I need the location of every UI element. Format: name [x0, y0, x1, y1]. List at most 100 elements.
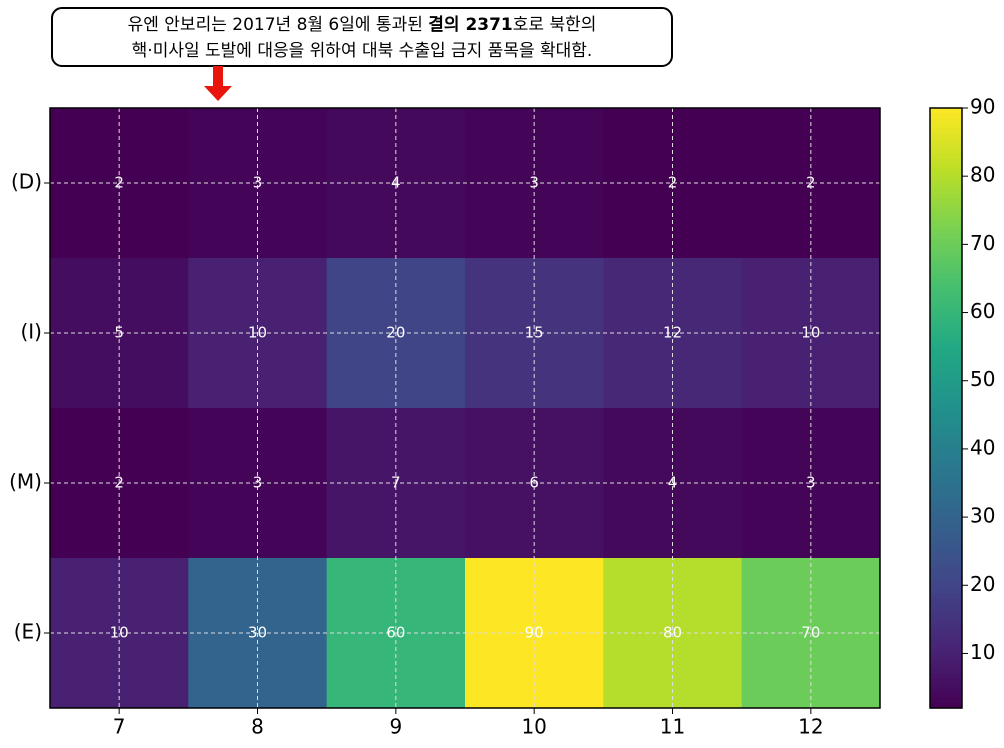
colorbar-segment	[930, 393, 962, 399]
colorbar-tick-label: 80	[970, 163, 995, 187]
colorbar-segment	[930, 323, 962, 329]
colorbar-segment	[930, 358, 962, 364]
y-tick-label: (E)	[14, 620, 42, 644]
colorbar-segment	[930, 628, 962, 634]
colorbar-segment	[930, 648, 962, 654]
y-tick-label: (I)	[20, 320, 42, 344]
colorbar-tick-label: 10	[970, 640, 995, 664]
colorbar-segment	[930, 158, 962, 164]
cell-label: 4	[391, 174, 401, 192]
colorbar-segment	[930, 143, 962, 149]
plot-frame	[49, 107, 881, 709]
colorbar-segment	[930, 528, 962, 534]
colorbar-segment	[930, 583, 962, 589]
colorbar-segment	[930, 178, 962, 184]
colorbar-segment	[930, 603, 962, 609]
colorbar-segment	[930, 533, 962, 539]
colorbar-segment	[930, 388, 962, 394]
colorbar-segment	[930, 608, 962, 614]
cell-label: 2	[114, 174, 124, 192]
cell-label: 10	[801, 324, 820, 342]
colorbar-segment	[930, 488, 962, 494]
colorbar-segment	[930, 278, 962, 284]
colorbar-segment	[930, 198, 962, 204]
colorbar-segment	[930, 338, 962, 344]
colorbar-segment	[930, 523, 962, 529]
colorbar-segment	[930, 363, 962, 369]
colorbar-segment	[930, 703, 962, 709]
colorbar-segment	[930, 438, 962, 444]
colorbar-segment	[930, 478, 962, 484]
colorbar-segment	[930, 113, 962, 119]
cell-label: 15	[525, 324, 544, 342]
colorbar-tick-label: 40	[970, 435, 995, 459]
colorbar-segment	[930, 298, 962, 304]
colorbar-segment	[930, 493, 962, 499]
cell-label: 10	[248, 324, 267, 342]
annotation-text: 유엔 안보리는 2017년 8월 6일에 통과된	[128, 15, 429, 35]
cell-label: 2	[114, 474, 124, 492]
cell-label: 70	[801, 624, 820, 642]
colorbar-segment	[930, 508, 962, 514]
colorbar-segment	[930, 318, 962, 324]
colorbar-segment	[930, 133, 962, 139]
colorbar-segment	[930, 348, 962, 354]
colorbar-segment	[930, 303, 962, 309]
colorbar-segment	[930, 613, 962, 619]
colorbar-segment	[930, 313, 962, 319]
colorbar-segment	[930, 513, 962, 519]
colorbar-segment	[930, 283, 962, 289]
cell-label: 4	[668, 474, 678, 492]
colorbar-segment	[930, 378, 962, 384]
colorbar-segment	[930, 538, 962, 544]
cell-label: 5	[114, 324, 124, 342]
cell-label: 7	[391, 474, 401, 492]
colorbar-segment	[930, 168, 962, 174]
colorbar-segment	[930, 253, 962, 259]
colorbar-segment	[930, 458, 962, 464]
colorbar-segment	[930, 203, 962, 209]
colorbar-segment	[930, 448, 962, 454]
colorbar-segment	[930, 218, 962, 224]
colorbar-segment	[930, 568, 962, 574]
colorbar-segment	[930, 653, 962, 659]
colorbar-segment	[930, 643, 962, 649]
cell-label: 12	[663, 324, 682, 342]
cell-label: 30	[248, 624, 267, 642]
cell-label: 3	[253, 474, 263, 492]
cell-label: 10	[110, 624, 129, 642]
colorbar-segment	[930, 268, 962, 274]
colorbar-segment	[930, 208, 962, 214]
colorbar-segment	[930, 663, 962, 669]
x-tick-label: 9	[389, 715, 402, 739]
colorbar-segment	[930, 353, 962, 359]
colorbar-segment	[930, 418, 962, 424]
colorbar-segment	[930, 433, 962, 439]
colorbar-segment	[930, 443, 962, 449]
colorbar-segment	[930, 383, 962, 389]
colorbar-segment	[930, 543, 962, 549]
colorbar-segment	[930, 333, 962, 339]
colorbar-segment	[930, 623, 962, 629]
colorbar-segment	[930, 598, 962, 604]
colorbar-segment	[930, 258, 962, 264]
colorbar-segment	[930, 138, 962, 144]
cell-label: 2	[806, 174, 816, 192]
colorbar-segment	[930, 658, 962, 664]
colorbar-segment	[930, 563, 962, 569]
colorbar-segment	[930, 618, 962, 624]
colorbar-segment	[930, 593, 962, 599]
cell-label: 60	[386, 624, 405, 642]
colorbar-segment	[930, 578, 962, 584]
colorbar-segment	[930, 193, 962, 199]
x-tick-label: 8	[251, 715, 264, 739]
colorbar-segment	[930, 128, 962, 134]
arrow-head	[204, 86, 232, 101]
colorbar-segment	[930, 308, 962, 314]
colorbar-segment	[930, 683, 962, 689]
colorbar-segment	[930, 163, 962, 169]
colorbar-segment	[930, 413, 962, 419]
colorbar-segment	[930, 688, 962, 694]
colorbar-frame	[929, 107, 963, 709]
